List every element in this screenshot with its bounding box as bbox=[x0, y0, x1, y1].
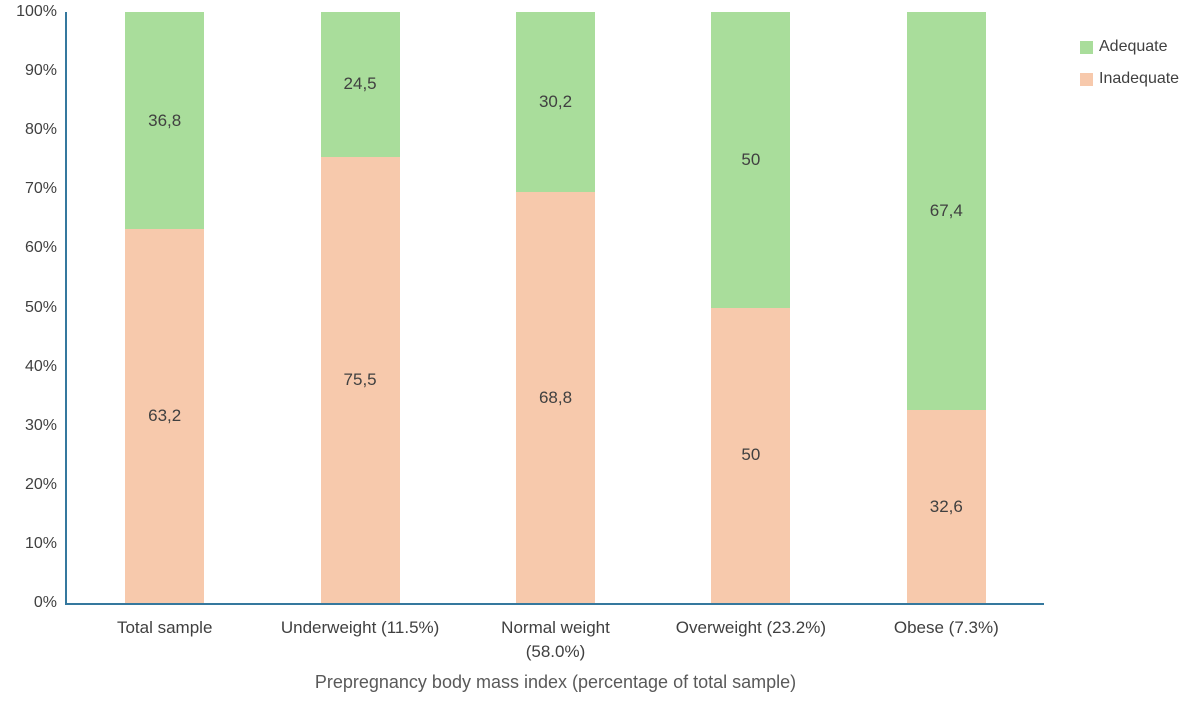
y-tick-label: 70% bbox=[24, 180, 57, 198]
data-label-adequate: 50 bbox=[741, 149, 761, 169]
bar-segment-inadequate bbox=[516, 192, 595, 603]
legend-item-adequate: Adequate bbox=[1080, 38, 1179, 56]
bar-segment-adequate bbox=[906, 12, 986, 411]
legend-label-adequate: Adequate bbox=[1099, 38, 1168, 55]
y-tick-label: 0% bbox=[33, 594, 57, 611]
y-tick-label: 20% bbox=[24, 475, 57, 493]
bar-segment-adequate bbox=[711, 12, 791, 308]
bar-segment-adequate bbox=[320, 12, 400, 157]
category-label: Underweight (11.5%) bbox=[280, 618, 440, 637]
data-label-adequate: 30,2 bbox=[538, 92, 573, 112]
bar-segment-inadequate bbox=[125, 229, 205, 603]
data-label-adequate: 24,5 bbox=[343, 74, 377, 94]
bar-segment-inadequate bbox=[320, 156, 400, 603]
category-label: Overweight (23.2%) bbox=[675, 618, 826, 637]
data-label-adequate: 67,4 bbox=[929, 201, 963, 221]
y-tick-label: 40% bbox=[24, 357, 57, 375]
data-label-inadequate: 32,6 bbox=[929, 496, 963, 516]
bar-segment-inadequate bbox=[906, 410, 986, 603]
data-label-inadequate: 68,8 bbox=[538, 387, 573, 407]
x-axis-title: Prepregnancy body mass index (percentage… bbox=[314, 672, 797, 692]
legend-label-inadequate: Inadequate bbox=[1099, 70, 1180, 87]
category-label: Obese (7.3%) bbox=[893, 618, 999, 637]
data-label-inadequate: 50 bbox=[741, 445, 761, 465]
legend-item-inadequate: Inadequate bbox=[1080, 70, 1179, 88]
y-tick-label: 10% bbox=[24, 534, 57, 552]
data-label-inadequate: 75,5 bbox=[343, 369, 377, 389]
x-axis-line bbox=[65, 603, 1044, 605]
category-label: Normal weight (58.0%) bbox=[501, 618, 610, 661]
bar-segment-inadequate bbox=[711, 307, 791, 603]
y-axis-line bbox=[65, 12, 67, 605]
y-tick-label: 90% bbox=[24, 62, 57, 80]
legend: Adequate Inadequate bbox=[1080, 38, 1179, 102]
bar-segment-adequate bbox=[516, 12, 595, 193]
bar-segment-adequate bbox=[125, 12, 205, 230]
category-label: Total sample bbox=[116, 618, 213, 637]
data-label-inadequate: 63,2 bbox=[148, 406, 182, 426]
y-tick-label: 80% bbox=[24, 121, 57, 139]
y-tick-label: 50% bbox=[24, 298, 57, 316]
adequate-swatch-icon bbox=[1080, 40, 1093, 54]
y-tick-label: 30% bbox=[24, 416, 57, 434]
y-tick-label: 60% bbox=[24, 239, 57, 257]
data-label-adequate: 36,8 bbox=[148, 110, 182, 130]
inadequate-swatch-icon bbox=[1080, 72, 1093, 86]
y-tick-label: 100% bbox=[16, 3, 57, 20]
